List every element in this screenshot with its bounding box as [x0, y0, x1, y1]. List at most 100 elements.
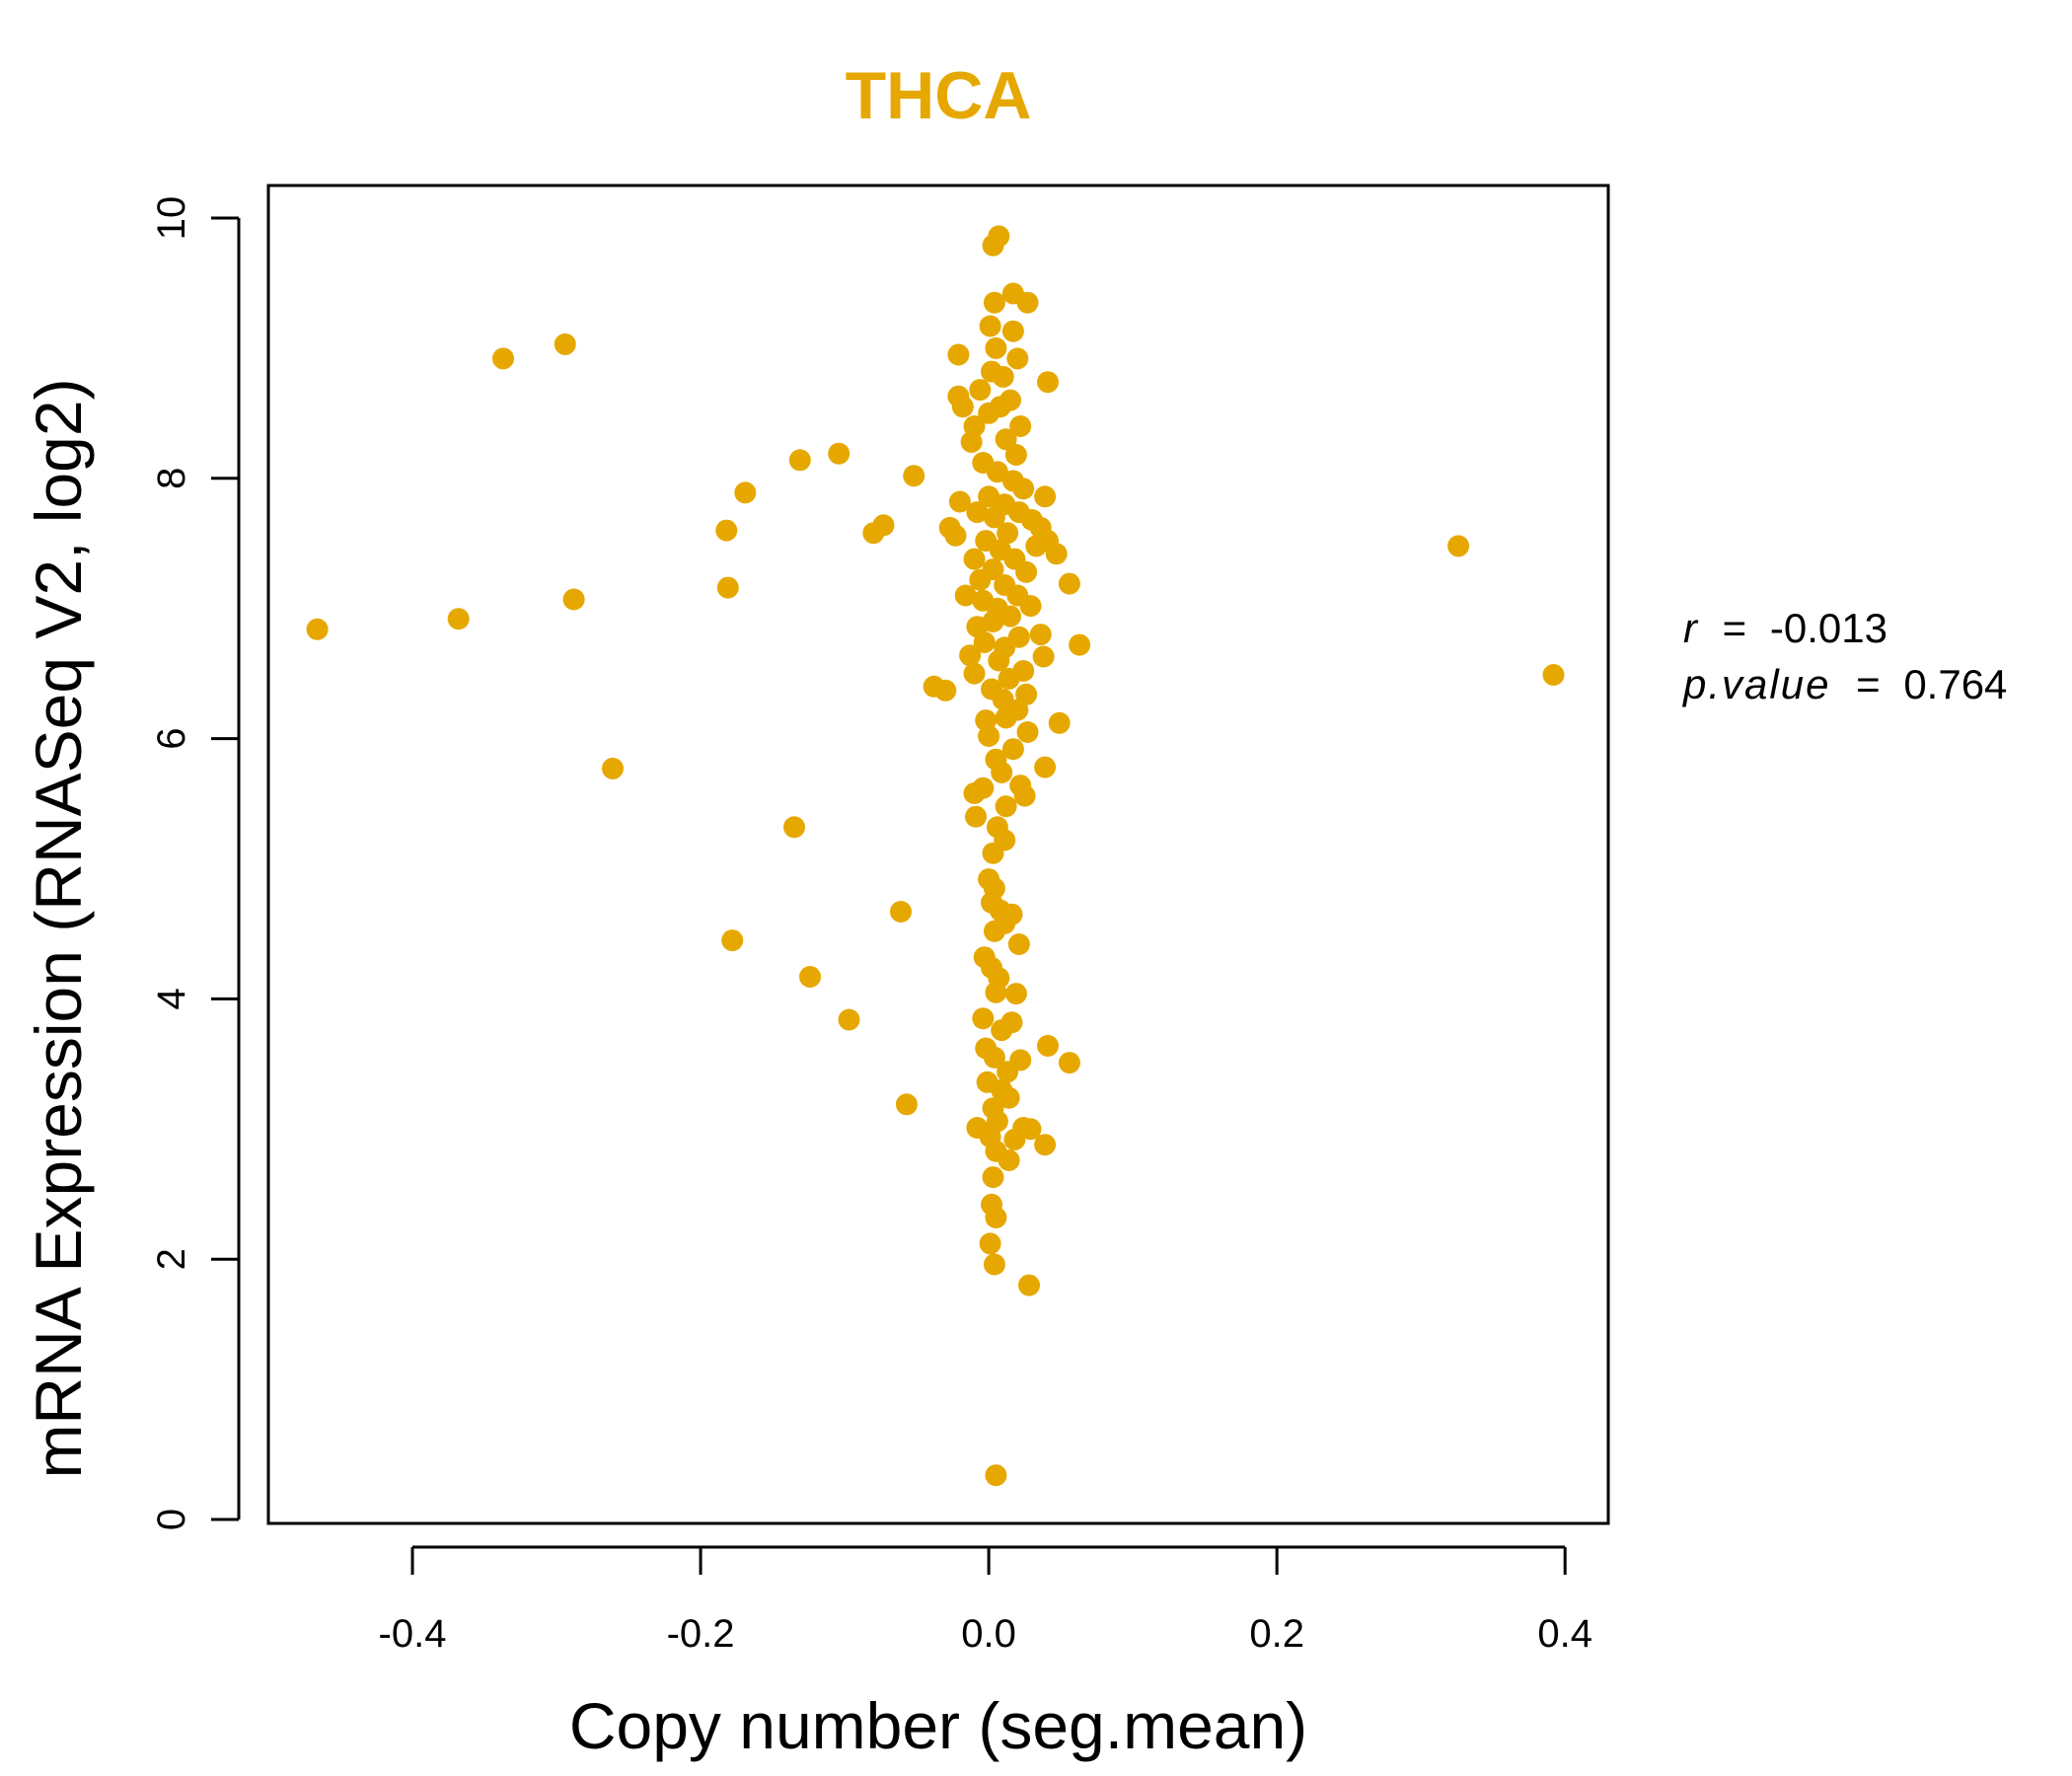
data-point-109	[1013, 784, 1036, 807]
data-point-45	[999, 389, 1021, 411]
data-point-82	[1029, 624, 1052, 646]
x-axis: -0.4 -0.2 0.0 0.2 0.4	[379, 1545, 1592, 1656]
data-point-89	[1032, 645, 1055, 668]
y-tick-label-0: 0	[150, 1509, 193, 1530]
p-value-text: p.value = 0.764	[1681, 661, 2007, 707]
x-axis-label: Copy number (seg.mean)	[569, 1689, 1307, 1762]
data-point-21	[934, 679, 957, 702]
data-point-26	[948, 490, 971, 513]
p-value: 0.764	[1903, 661, 2007, 707]
data-point-25	[951, 396, 974, 418]
data-point-83	[1069, 633, 1091, 656]
chart-title: THCA	[846, 58, 1032, 133]
data-point-27	[954, 584, 977, 607]
data-point-147	[1003, 1128, 1026, 1150]
data-point-28	[947, 343, 970, 366]
data-point-6	[715, 519, 738, 542]
data-point-102	[1001, 738, 1024, 761]
data-point-86	[973, 631, 996, 653]
x-tick-label-3: 0.2	[1249, 1612, 1304, 1656]
y-tick-label-2: 4	[150, 988, 193, 1009]
p-label: p.value	[1681, 661, 1830, 707]
data-point-49	[1004, 444, 1027, 466]
y-tick-label-4: 8	[150, 468, 193, 489]
data-point-150	[982, 1166, 1004, 1189]
r-value: -0.013	[1770, 605, 1887, 651]
data-point-16	[872, 514, 895, 537]
data-point-73	[1058, 572, 1080, 595]
data-point-8	[721, 929, 744, 952]
data-point-136	[997, 1061, 1019, 1083]
data-point-70	[1015, 560, 1038, 583]
data-point-130	[991, 1019, 1013, 1042]
data-point-51	[986, 461, 1008, 483]
correlation-r-text: r = -0.013	[1683, 605, 1887, 651]
data-point-134	[1058, 1052, 1080, 1074]
data-point-33	[1016, 291, 1039, 314]
data-point-143	[1019, 1118, 1042, 1141]
x-tick-label-2: 0.0	[961, 1612, 1016, 1656]
data-point-99	[1048, 711, 1071, 734]
data-point-2	[492, 347, 514, 370]
data-point-127	[1004, 983, 1027, 1005]
data-point-122	[1007, 933, 1030, 955]
data-point-153	[979, 1232, 1001, 1255]
data-point-88	[988, 649, 1010, 672]
y-tick-label-1: 2	[150, 1248, 193, 1270]
y-tick-label-5: 10	[150, 196, 193, 241]
stats-annotation: r = -0.013 p.value = 0.764	[1681, 605, 2007, 707]
x-tick-label-1: -0.2	[667, 1612, 735, 1656]
data-point-101	[978, 725, 1000, 747]
data-point-41	[992, 365, 1014, 388]
data-point-139	[998, 1086, 1020, 1109]
data-point-78	[1019, 595, 1042, 618]
data-point-108	[963, 782, 986, 804]
data-point-12	[799, 966, 821, 988]
data-point-152	[985, 1207, 1007, 1228]
data-point-0	[306, 618, 329, 640]
data-point-158	[985, 1464, 1007, 1487]
data-point-11	[788, 449, 811, 472]
data-point-9	[734, 481, 757, 504]
data-point-64	[1025, 535, 1048, 557]
y-axis: 0 2 4 6 8 10	[150, 196, 241, 1530]
data-point-131	[1037, 1034, 1059, 1057]
data-point-4	[562, 588, 585, 611]
data-point-36	[985, 336, 1007, 359]
data-point-72	[969, 568, 992, 591]
data-point-39	[969, 379, 992, 402]
data-point-156	[1447, 535, 1470, 557]
data-point-34	[979, 315, 1001, 337]
data-point-47	[960, 430, 983, 453]
data-point-35	[1001, 320, 1024, 342]
data-point-65	[997, 522, 1019, 545]
data-point-17	[903, 465, 925, 487]
data-point-5	[602, 757, 624, 779]
data-point-149	[998, 1149, 1020, 1171]
data-point-79	[999, 605, 1021, 628]
data-point-92	[998, 667, 1020, 690]
data-point-111	[965, 805, 987, 828]
data-point-10	[783, 816, 805, 839]
data-point-121	[983, 920, 1005, 942]
data-point-1	[447, 608, 470, 630]
data-point-157	[1542, 664, 1565, 686]
data-point-128	[972, 1007, 995, 1030]
data-point-56	[1034, 485, 1057, 508]
y-tick-label-3: 6	[150, 727, 193, 749]
data-point-100	[1016, 721, 1039, 743]
x-tick-label-4: 0.4	[1537, 1612, 1592, 1656]
data-point-58	[983, 506, 1005, 529]
points-layer	[306, 225, 1565, 1487]
data-point-154	[983, 1253, 1005, 1276]
data-point-63	[1045, 543, 1068, 565]
data-point-48	[995, 428, 1017, 451]
data-point-18	[890, 901, 912, 923]
data-point-38	[1037, 371, 1059, 394]
data-point-46	[1009, 415, 1032, 437]
plot-frame	[266, 184, 1610, 1525]
data-point-104	[1034, 756, 1057, 778]
data-point-91	[963, 662, 986, 685]
y-axis-label: mRNA Expression (RNASeq V2, log2)	[22, 378, 95, 1478]
